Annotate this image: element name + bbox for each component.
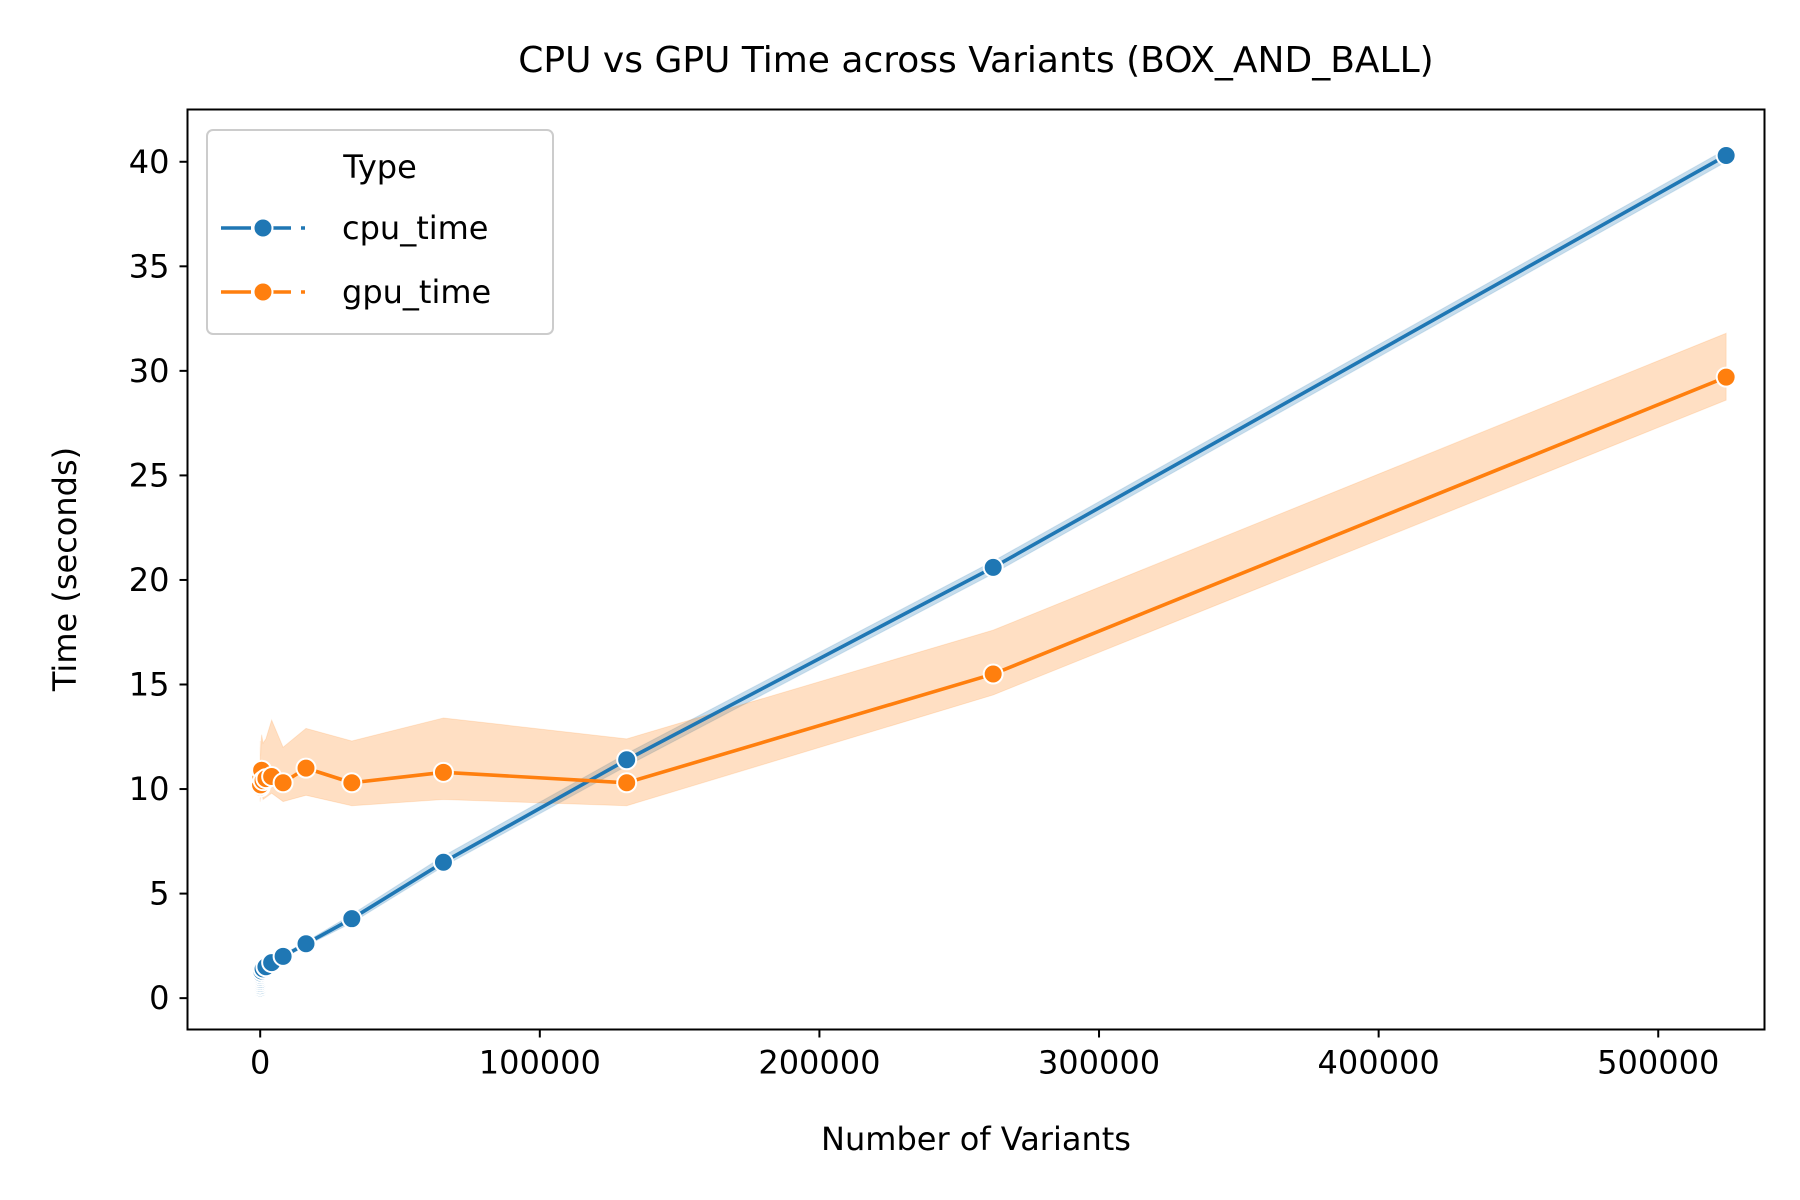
x-tick-label: 100000: [479, 1044, 601, 1082]
gpu_time-legend-marker: [252, 281, 274, 303]
cpu_time-legend-marker: [252, 217, 274, 239]
series-markers: [249, 145, 1737, 999]
y-tick-label: 40: [129, 143, 170, 181]
cpu_time-point: [432, 851, 454, 873]
gpu_time-point: [982, 663, 1004, 685]
y-axis-ticks: 0 5 10 15 20 25 30 35 40: [129, 143, 188, 1017]
y-tick-label: 20: [129, 561, 170, 599]
gpu_time-point: [432, 761, 454, 783]
y-tick-label: 30: [129, 352, 170, 390]
gpu_time-point: [295, 757, 317, 779]
x-tick-label: 0: [250, 1044, 270, 1082]
legend-frame: [206, 129, 554, 335]
y-axis-label: Time (seconds): [46, 447, 84, 692]
x-tick-label: 400000: [1318, 1044, 1440, 1082]
y-tick-label: 15: [129, 666, 170, 704]
cpu_time-point: [341, 908, 363, 930]
x-axis-ticks: 0 100000 200000 300000 400000 500000: [250, 1029, 1719, 1082]
chart-title: CPU vs GPU Time across Variants (BOX_AND…: [518, 40, 1433, 81]
y-tick-label: 5: [149, 875, 169, 913]
plot-area-frame: [186, 108, 1766, 1031]
y-tick-label: 0: [149, 979, 169, 1017]
y-tick-label: 25: [129, 456, 170, 494]
legend: Type cpu_time gpu_time: [206, 129, 554, 335]
x-tick-label: 200000: [758, 1044, 880, 1082]
x-tick-label: 300000: [1038, 1044, 1160, 1082]
cpu_time-point: [295, 933, 317, 955]
cpu_time-point: [1715, 145, 1737, 166]
legend-title: Type: [342, 148, 417, 186]
cpu_time-legend-label: cpu_time: [342, 209, 488, 247]
gpu_time-point: [341, 772, 363, 794]
cpu_time-point: [982, 556, 1004, 578]
cpu_time-point: [616, 749, 638, 771]
x-axis-label: Number of Variants: [821, 1120, 1131, 1158]
gpu_time-point: [616, 772, 638, 794]
cpu_time-point: [272, 945, 294, 967]
gpu_time-point: [272, 772, 294, 794]
gpu_time-point: [1715, 366, 1737, 388]
x-tick-label: 500000: [1597, 1044, 1719, 1082]
y-tick-label: 35: [129, 247, 170, 285]
gpu_time-legend-label: gpu_time: [342, 273, 491, 311]
y-tick-label: 10: [129, 770, 170, 808]
